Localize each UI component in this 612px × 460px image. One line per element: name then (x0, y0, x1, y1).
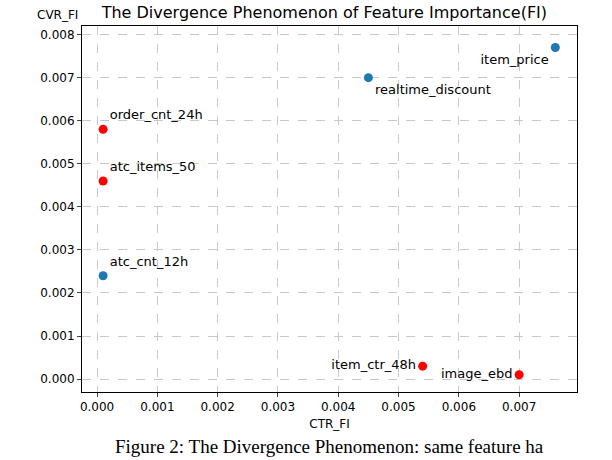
svg-text:0.000: 0.000 (40, 372, 74, 386)
svg-text:Figure 2: The Divergence Pheno: Figure 2: The Divergence Phenomenon: sam… (115, 436, 544, 457)
svg-text:atc_cnt_12h: atc_cnt_12h (110, 254, 188, 269)
svg-text:0.005: 0.005 (40, 157, 74, 171)
svg-text:0.002: 0.002 (200, 400, 234, 414)
svg-text:atc_items_50: atc_items_50 (110, 159, 196, 174)
svg-text:item_price: item_price (480, 52, 548, 67)
svg-text:CTR_FI: CTR_FI (309, 417, 350, 431)
svg-text:0.004: 0.004 (321, 400, 355, 414)
svg-text:0.002: 0.002 (40, 286, 74, 300)
svg-text:0.007: 0.007 (502, 400, 536, 414)
svg-text:0.001: 0.001 (40, 329, 74, 343)
svg-text:0.003: 0.003 (261, 400, 295, 414)
svg-text:order_cnt_24h: order_cnt_24h (110, 107, 203, 122)
svg-text:0.007: 0.007 (40, 71, 74, 85)
svg-text:0.004: 0.004 (40, 200, 74, 214)
svg-text:0.003: 0.003 (40, 243, 74, 257)
svg-text:realtime_discount: realtime_discount (375, 82, 491, 97)
svg-text:image_ebd: image_ebd (441, 366, 513, 381)
svg-text:0.006: 0.006 (40, 114, 74, 128)
svg-text:item_ctr_48h: item_ctr_48h (331, 357, 416, 372)
svg-text:The Divergence Phenomenon of F: The Divergence Phenomenon of Feature Imp… (101, 3, 547, 22)
svg-text:0.006: 0.006 (442, 400, 476, 414)
svg-text:0.008: 0.008 (40, 28, 74, 42)
svg-text:CVR_FI: CVR_FI (37, 8, 78, 22)
svg-text:0.000: 0.000 (80, 400, 114, 414)
svg-text:0.001: 0.001 (140, 400, 174, 414)
svg-text:0.005: 0.005 (381, 400, 415, 414)
